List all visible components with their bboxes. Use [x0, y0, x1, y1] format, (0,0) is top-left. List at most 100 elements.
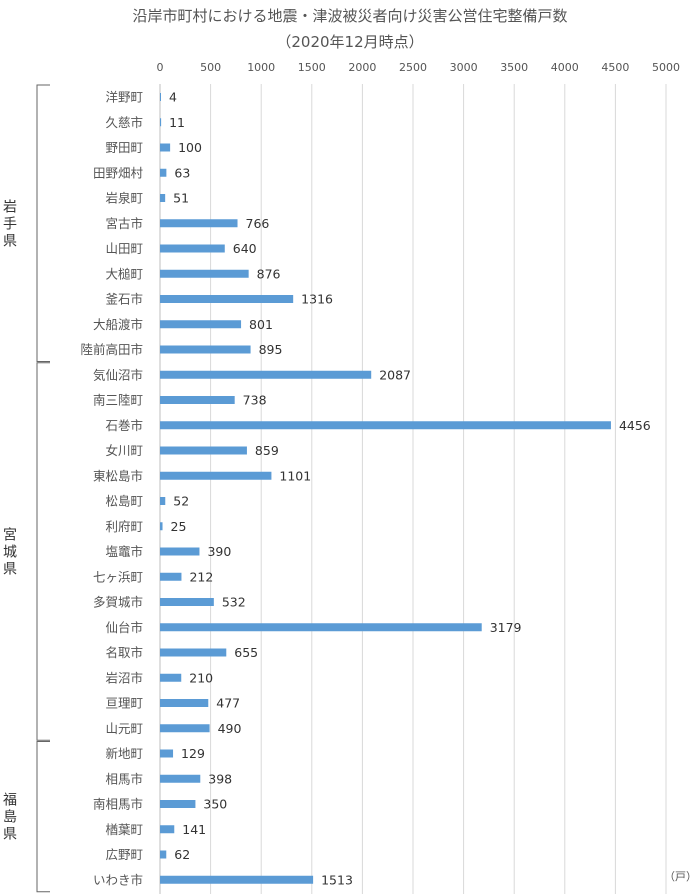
data-label: 129 — [181, 746, 205, 761]
bar — [160, 825, 175, 834]
category-label: 釜石市 — [105, 292, 143, 307]
category-label: 塩竈市 — [105, 544, 143, 559]
bar — [160, 850, 167, 859]
bar — [160, 446, 247, 455]
category-label: 亘理町 — [105, 696, 143, 711]
data-label: 398 — [208, 771, 232, 786]
data-label: 25 — [171, 519, 187, 534]
x-tick-label: 3000 — [450, 61, 478, 74]
data-label: 859 — [255, 443, 279, 458]
data-label: 51 — [173, 191, 189, 206]
bar — [160, 572, 182, 581]
bar — [160, 598, 214, 606]
group-bracket — [36, 741, 50, 893]
bar — [160, 194, 166, 202]
category-label: 陸前高田市 — [80, 342, 143, 357]
bar — [160, 623, 482, 632]
bar — [160, 421, 611, 430]
data-label: 876 — [257, 266, 281, 281]
category-label: 松島町 — [105, 494, 143, 509]
bar — [160, 219, 238, 228]
bar — [160, 295, 294, 303]
data-label: 895 — [259, 342, 283, 357]
bar — [160, 320, 242, 329]
bar — [160, 370, 372, 379]
category-label: 名取市 — [105, 645, 143, 660]
data-label: 212 — [189, 569, 213, 584]
x-tick-label: 4500 — [601, 61, 629, 74]
data-label: 1316 — [301, 292, 333, 307]
data-label: 1513 — [321, 872, 353, 887]
x-tick-label: 5000 — [652, 61, 680, 74]
data-label: 1101 — [279, 468, 311, 483]
bar — [160, 497, 166, 505]
data-label: 11 — [169, 115, 185, 130]
bar — [160, 244, 225, 253]
bar — [160, 168, 167, 177]
bar — [160, 93, 161, 101]
category-label: 女川町 — [105, 443, 143, 458]
category-label: 久慈市 — [105, 115, 143, 130]
data-label: 141 — [182, 822, 206, 837]
category-label: 田野畑村 — [93, 165, 144, 180]
category-label: 野田町 — [105, 140, 143, 155]
category-label: 宮古市 — [105, 216, 143, 231]
category-label: 南相馬市 — [93, 797, 143, 812]
data-label: 3179 — [490, 620, 522, 635]
group-bracket — [36, 84, 50, 362]
bar — [160, 269, 249, 278]
group-label: 宮城県 — [3, 528, 17, 578]
x-tick-label: 1000 — [247, 61, 275, 74]
category-label: 洋野町 — [105, 90, 143, 105]
bar — [160, 774, 201, 783]
x-tick-label: 500 — [200, 61, 221, 74]
x-tick-label: 1500 — [298, 61, 326, 74]
data-label: 4456 — [619, 418, 651, 433]
category-label: 広野町 — [105, 847, 143, 862]
category-label: 大船渡市 — [93, 317, 143, 332]
category-label: 石巻市 — [105, 418, 143, 433]
bar — [160, 345, 251, 354]
bar — [160, 875, 314, 884]
category-label: いわき市 — [93, 872, 143, 887]
bar — [160, 396, 235, 404]
data-label: 390 — [207, 544, 231, 559]
category-label: 多賀城市 — [93, 595, 143, 610]
data-label: 640 — [233, 241, 257, 256]
group-bracket — [36, 362, 50, 741]
x-tick-label: 0 — [157, 61, 164, 74]
unit-label: （戸） — [664, 870, 697, 883]
bar — [160, 648, 227, 657]
category-label: 山田町 — [105, 241, 143, 256]
x-tick-label: 4000 — [551, 61, 579, 74]
data-label: 766 — [246, 216, 270, 231]
group-label: 福島県 — [3, 793, 17, 843]
chart-subtitle: （2020年12月時点） — [276, 33, 424, 51]
bar — [160, 699, 209, 707]
data-label: 532 — [222, 595, 246, 610]
data-label: 62 — [174, 847, 190, 862]
bar — [160, 800, 196, 808]
data-label: 4 — [169, 90, 177, 105]
category-label: 大槌町 — [105, 266, 143, 281]
data-label: 210 — [189, 670, 213, 685]
group-label: 岩手県 — [3, 199, 17, 249]
data-label: 477 — [216, 696, 240, 711]
category-label: 山元町 — [105, 721, 143, 736]
bar — [160, 118, 162, 127]
x-tick-label: 3500 — [500, 61, 528, 74]
data-label: 738 — [243, 393, 267, 408]
data-label: 350 — [203, 797, 227, 812]
data-label: 801 — [249, 317, 273, 332]
bar — [160, 522, 163, 531]
category-label: 気仙沼市 — [93, 367, 143, 382]
category-label: 相馬市 — [105, 771, 143, 786]
category-label: 七ヶ浜町 — [93, 569, 143, 584]
category-label: 仙台市 — [105, 620, 143, 635]
data-label: 52 — [173, 494, 189, 509]
category-label: 利府町 — [105, 519, 143, 534]
x-tick-label: 2000 — [348, 61, 376, 74]
data-label: 655 — [234, 645, 258, 660]
bar — [160, 471, 272, 480]
